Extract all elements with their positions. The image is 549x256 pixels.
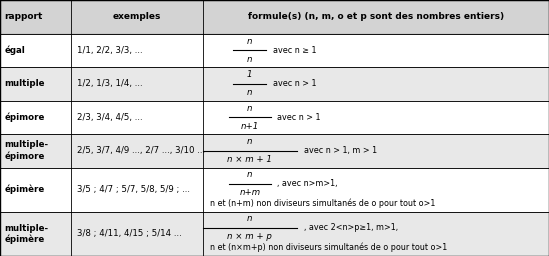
Text: multiple-
épimère: multiple- épimère [4, 223, 48, 244]
Text: n+1: n+1 [240, 122, 259, 131]
Text: n et (n+m) non diviseurs simultanés de o pour tout o>1: n et (n+m) non diviseurs simultanés de o… [210, 198, 435, 208]
Text: multiple-
épimore: multiple- épimore [4, 141, 48, 161]
Text: multiple: multiple [4, 79, 45, 88]
Text: épimère: épimère [4, 185, 44, 195]
Bar [0, 34, 549, 67]
Bar [0, 134, 549, 168]
Text: , avec n>m>1,: , avec n>m>1, [277, 179, 338, 188]
Text: n: n [247, 37, 253, 46]
Text: avec n > 1: avec n > 1 [277, 113, 321, 122]
Text: exemples: exemples [113, 12, 161, 21]
Bar [0, 168, 549, 212]
Text: n et (n×m+p) non diviseurs simultanés de o pour tout o>1: n et (n×m+p) non diviseurs simultanés de… [210, 242, 447, 252]
Text: n: n [247, 88, 253, 98]
Text: n: n [247, 104, 253, 113]
Text: n × m + 1: n × m + 1 [227, 155, 272, 164]
Bar [0, 212, 549, 256]
Text: avec n > 1, m > 1: avec n > 1, m > 1 [304, 146, 377, 155]
Text: 1/1, 2/2, 3/3, ...: 1/1, 2/2, 3/3, ... [77, 46, 143, 55]
Text: n × m + p: n × m + p [227, 232, 272, 241]
Text: 1: 1 [247, 70, 253, 79]
Bar [0, 101, 549, 134]
Text: n: n [247, 137, 253, 146]
Text: n+m: n+m [239, 188, 260, 197]
Text: 2/3, 3/4, 4/5, ...: 2/3, 3/4, 4/5, ... [77, 113, 143, 122]
Text: formule(s) (n, m, o et p sont des nombres entiers): formule(s) (n, m, o et p sont des nombre… [248, 12, 504, 21]
Text: avec n > 1: avec n > 1 [273, 79, 316, 88]
Text: 2/5, 3/7, 4/9 ..., 2/7 ..., 3/10 ...: 2/5, 3/7, 4/9 ..., 2/7 ..., 3/10 ... [77, 146, 205, 155]
Text: épimore: épimore [4, 113, 45, 122]
Text: n: n [247, 214, 253, 223]
Text: 1/2, 1/3, 1/4, ...: 1/2, 1/3, 1/4, ... [77, 79, 143, 88]
Text: avec n ≥ 1: avec n ≥ 1 [273, 46, 316, 55]
Text: rapport: rapport [4, 12, 43, 21]
Text: , avec 2<n>p≥1, m>1,: , avec 2<n>p≥1, m>1, [304, 223, 397, 232]
Text: n: n [247, 170, 253, 179]
Text: n: n [247, 55, 253, 64]
Text: 3/8 ; 4/11, 4/15 ; 5/14 ...: 3/8 ; 4/11, 4/15 ; 5/14 ... [77, 229, 182, 238]
Text: égal: égal [4, 46, 25, 55]
Bar [0, 67, 549, 101]
Bar [0, 0, 549, 34]
Text: 3/5 ; 4/7 ; 5/7, 5/8, 5/9 ; ...: 3/5 ; 4/7 ; 5/7, 5/8, 5/9 ; ... [77, 185, 190, 194]
